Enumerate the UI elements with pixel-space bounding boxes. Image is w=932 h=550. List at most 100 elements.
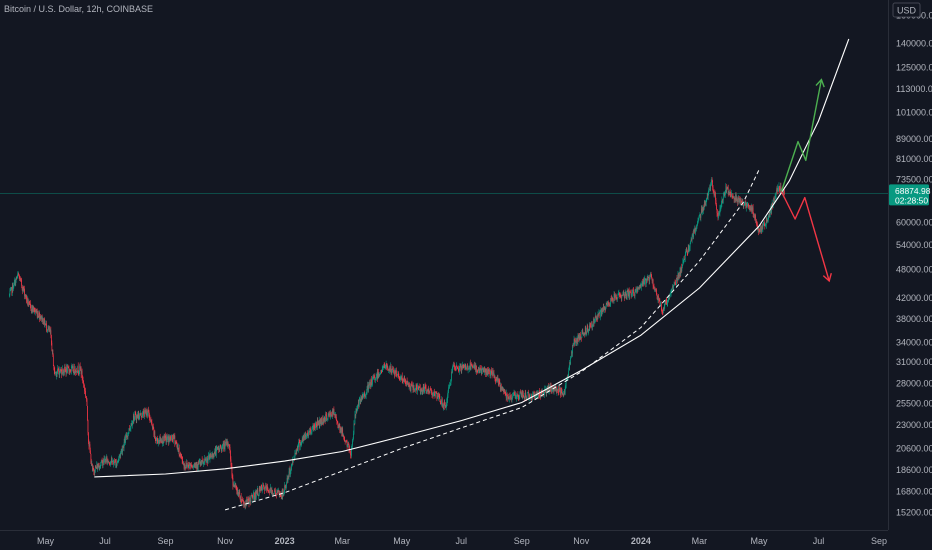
candle-body — [652, 279, 654, 286]
bullish-arrow-head[interactable] — [815, 78, 825, 88]
candle-body — [157, 440, 159, 444]
candle-body — [324, 417, 325, 419]
candle-body — [462, 365, 464, 369]
solid-trend-curve[interactable] — [94, 38, 850, 478]
candle-body — [198, 461, 200, 464]
candle-body — [775, 195, 776, 197]
candle-body — [298, 441, 300, 443]
candle-body — [136, 414, 138, 416]
candle-body — [63, 371, 65, 373]
candle-body — [239, 496, 241, 500]
candle-body — [493, 373, 495, 378]
candle-body — [285, 485, 287, 488]
plot-area[interactable] — [0, 38, 888, 511]
candle-body — [484, 368, 486, 373]
candle-body — [522, 392, 524, 397]
candle-body — [102, 463, 104, 466]
candle-body — [164, 435, 165, 439]
candle-body — [178, 447, 180, 456]
candle-body — [73, 366, 75, 373]
candle-body — [18, 273, 20, 276]
candle-body — [282, 491, 284, 499]
candle-body — [524, 395, 526, 399]
candle-body — [315, 421, 317, 427]
bullish-arrow[interactable] — [780, 79, 823, 192]
candle-body — [337, 425, 339, 427]
candle-body — [730, 195, 732, 197]
candle-body — [246, 500, 247, 503]
candle-body — [200, 461, 202, 464]
candle-body — [221, 445, 223, 451]
candle-body — [564, 386, 566, 394]
candle-body — [615, 295, 617, 298]
candle-body — [25, 294, 26, 298]
candle-body — [574, 342, 576, 344]
currency-label[interactable]: USD — [897, 6, 917, 16]
candle-body — [658, 295, 659, 301]
candle-body — [352, 439, 354, 442]
candle-body — [85, 390, 86, 396]
candle-body — [675, 283, 676, 285]
candle-body — [101, 459, 103, 461]
candle-body — [583, 333, 585, 335]
candle-body — [611, 297, 613, 301]
candle-body — [132, 423, 133, 426]
candle-body — [605, 306, 607, 310]
candle-body — [569, 362, 570, 368]
candle-body — [752, 207, 754, 214]
candle-body — [682, 261, 684, 265]
candle-body — [303, 436, 305, 438]
candle-body — [227, 441, 229, 446]
candle-body — [273, 493, 274, 495]
candle-body — [695, 227, 696, 233]
candle-body — [744, 201, 746, 203]
candle-body — [516, 395, 518, 397]
candle-body — [681, 267, 682, 271]
currency-button[interactable]: USD — [892, 2, 921, 18]
candle-body — [709, 186, 711, 190]
candle-body — [293, 459, 294, 462]
candle-body — [559, 388, 560, 393]
bearish-arrow-head[interactable] — [822, 273, 832, 283]
bearish-arrow[interactable] — [780, 191, 830, 282]
candle-body — [344, 439, 345, 441]
candle-body — [442, 405, 444, 408]
candle-body — [26, 295, 27, 300]
currency-button-frame[interactable] — [892, 2, 921, 18]
candle-body — [572, 345, 574, 346]
candle-body — [49, 329, 51, 332]
candle-body — [180, 455, 182, 457]
candle-body — [650, 273, 652, 275]
candle-body — [444, 405, 446, 407]
candle-body — [230, 459, 232, 466]
time-axis[interactable]: May Jul Sep Nov 2023 Mar May Jul Sep Nov 2024 Mar Ma… — [37, 536, 887, 546]
candle-body — [144, 409, 145, 417]
candle-body — [356, 407, 358, 410]
candle-body — [661, 311, 663, 312]
candle-body — [429, 391, 430, 394]
candle-body — [72, 371, 74, 373]
candle-body — [172, 438, 174, 441]
candle-body — [576, 342, 577, 343]
candle-body — [479, 367, 481, 371]
candle-body — [208, 455, 210, 457]
candle-body — [569, 362, 571, 365]
candle-body — [245, 500, 247, 507]
candle-body — [712, 181, 713, 188]
candle-body — [108, 461, 109, 463]
candle-body — [306, 436, 307, 437]
candle-body — [536, 392, 537, 396]
candle-body — [69, 371, 70, 373]
candle-body — [632, 289, 634, 291]
candle-body — [223, 443, 224, 449]
candle-body — [712, 187, 714, 191]
candle-body — [629, 291, 630, 297]
candle-body — [331, 415, 333, 417]
price-tick-label: 18600.00 — [896, 465, 932, 475]
candle-body — [428, 388, 429, 392]
dashed-trend-curve[interactable] — [224, 169, 760, 511]
candle-body — [344, 440, 346, 442]
candle-body — [501, 387, 503, 390]
candle-body — [387, 366, 388, 370]
